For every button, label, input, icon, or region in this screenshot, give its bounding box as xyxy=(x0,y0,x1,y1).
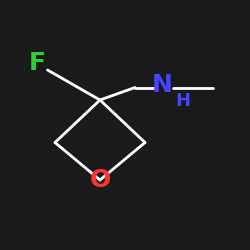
Text: F: F xyxy=(29,50,46,74)
Text: O: O xyxy=(90,168,110,192)
Text: N: N xyxy=(152,73,173,97)
Text: H: H xyxy=(175,92,190,110)
